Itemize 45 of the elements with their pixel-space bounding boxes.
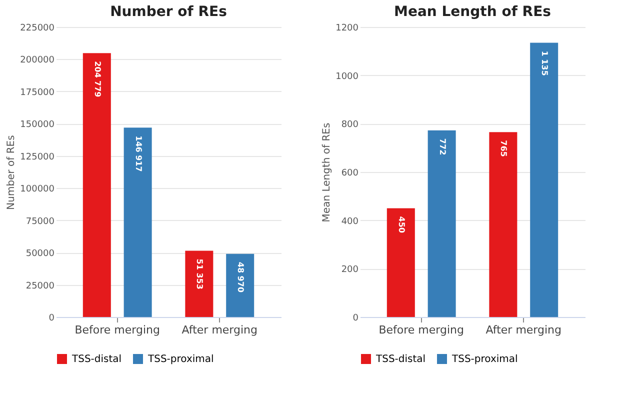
- y-tick-label: 50000: [26, 249, 55, 260]
- y-tick-label: 225000: [20, 24, 55, 34]
- data-label: 146 917: [134, 136, 143, 172]
- data-label: 450: [396, 216, 406, 234]
- data-label: 51 353: [195, 258, 204, 290]
- bar: [489, 132, 518, 317]
- y-axis-title: Mean Length of REs: [322, 122, 333, 222]
- y-tick-label: 600: [341, 168, 359, 178]
- legend-label: TSS-distal: [375, 354, 426, 365]
- bar: [124, 128, 152, 317]
- legend-label: TSS-distal: [71, 354, 122, 365]
- bar: [82, 53, 111, 317]
- y-tick-label: 75000: [26, 216, 55, 227]
- y-tick-label: 1000: [336, 72, 359, 82]
- y-tick-label: 150000: [20, 120, 55, 130]
- y-tick-label: 25000: [26, 281, 55, 292]
- legend-label: TSS-proximal: [147, 354, 214, 365]
- data-label: 772: [438, 138, 447, 156]
- legend-label: TSS-proximal: [451, 354, 518, 365]
- x-tick-label: Before merging: [378, 324, 464, 336]
- y-tick-label: 800: [341, 120, 359, 130]
- y-tick-label: 0: [48, 314, 55, 324]
- y-tick-label: 125000: [20, 152, 55, 162]
- y-tick-label: 200: [341, 265, 359, 276]
- bar: [386, 208, 415, 317]
- y-tick-label: 0: [352, 314, 359, 324]
- y-tick-label: 200000: [20, 56, 55, 66]
- y-tick-label: 175000: [20, 88, 55, 98]
- y-tick-label: 100000: [20, 184, 55, 195]
- data-label: 1 135: [540, 50, 550, 76]
- bar: [530, 42, 558, 317]
- bar: [185, 250, 214, 317]
- x-tick-label: After merging: [486, 324, 562, 336]
- data-label: 204 779: [92, 61, 102, 98]
- y-axis-title: Number of REs: [6, 135, 18, 210]
- bar: [226, 254, 254, 317]
- data-label: 48 970: [236, 262, 246, 293]
- chart-title: Number of REs: [110, 4, 227, 20]
- bar: [428, 130, 456, 317]
- data-label: 765: [499, 140, 508, 158]
- x-tick-label: After merging: [182, 324, 258, 336]
- x-tick-label: Before merging: [74, 324, 160, 336]
- y-tick-label: 1200: [336, 24, 359, 34]
- y-tick-label: 400: [341, 216, 359, 227]
- chart-title: Mean Length of REs: [394, 4, 551, 20]
